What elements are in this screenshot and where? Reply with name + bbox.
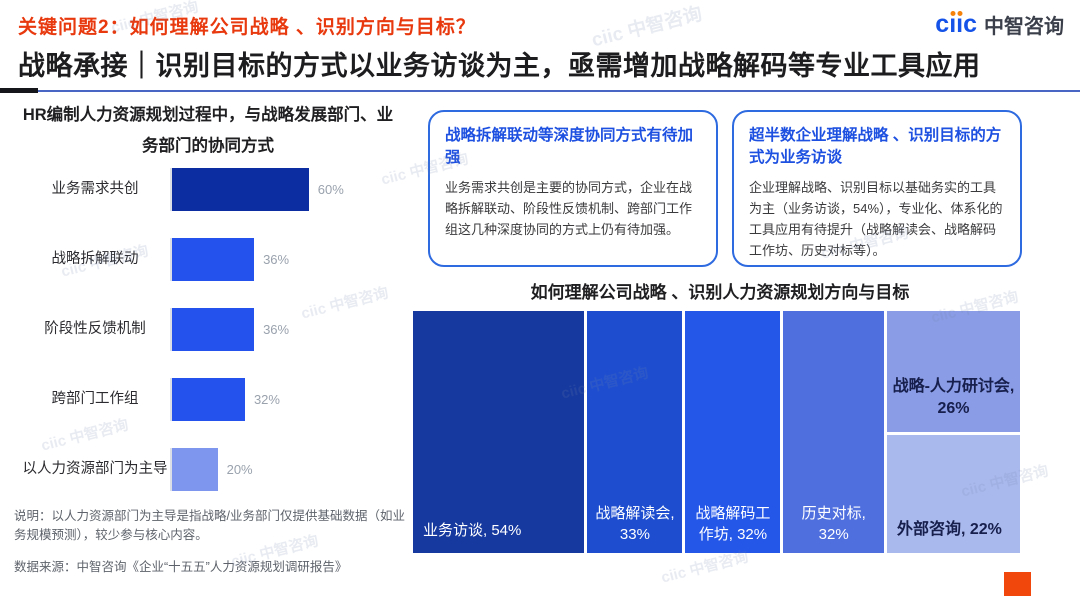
treemap-segment: 外部咨询, 22% [886,435,1021,553]
logo-company-name: 中智咨询 [984,16,1064,38]
bar-row: 阶段性反馈机制 36% [20,308,408,351]
treemap-segment-label: 业务访谈, 54% [423,522,522,539]
treemap-segment: 战略解读会, 33% [587,311,683,553]
header-divider-line [0,90,1080,92]
bar-value-label: 36% [263,322,290,337]
bar-chart: 业务需求共创 60% 战略拆解联动 36% 阶段性反馈机制 36% 跨部门工作组 32% 以人力… [20,168,408,518]
bar-fill [172,378,245,421]
treemap-segment-label: 历史对标, 32% [801,505,866,543]
page-title: 战略承接｜识别目标的方式以业务访谈为主，亟需增加战略解码等专业工具应用 [18,51,981,81]
treemap-last-column: 战略-人力研讨会, 26% 外部咨询, 22% [886,311,1021,553]
insight-box-body: 企业理解战略、识别目标以基础务实的工具为主（业务访谈，54%），专业化、体系化的… [749,179,1003,259]
treemap-title: 如何理解公司战略 、识别人力资源规划方向与目标 [530,283,910,302]
treemap-segment: 战略解码工作坊, 32% [685,311,781,553]
treemap-segment-label: 外部咨询, 22% [896,520,1002,538]
bar-fill [172,238,255,281]
bar-track: 36% [170,308,408,351]
bar-track: 36% [170,238,408,281]
insight-box-collaboration: 战略拆解联动等深度协同方式有待加强 业务需求共创是主要的协同方式，企业在战略拆解… [428,110,718,267]
bar-fill [172,168,309,211]
bar-chart-title: HR编制人力资源规划过程中，与战略发展部门、业务部门的协同方式 [22,106,394,155]
treemap-segment: 业务访谈, 54% [413,311,585,553]
bar-value-label: 60% [317,182,344,197]
data-source: 数据来源：中智咨询《企业“十五五”人力资源规划调研报告》 [14,560,348,574]
bar-row: 跨部门工作组 32% [20,378,408,421]
insight-box-title: 超半数企业理解战略 、识别目标的方式为业务访谈 [749,127,1002,167]
bar-value-label: 32% [253,392,280,407]
header-divider-accent [0,88,38,93]
insight-box-title: 战略拆解联动等深度协同方式有待加强 [445,127,694,167]
kicker-title: 关键问题2：如何理解公司战略 、识别方向与目标？ [18,17,476,38]
treemap-segment: 战略-人力研讨会, 26% [886,311,1021,433]
bar-value-label: 36% [263,252,290,267]
bar-row: 业务需求共创 60% [20,168,408,211]
bar-track: 20% [170,448,408,491]
bar-category-label: 战略拆解联动 [51,250,139,267]
bar-row: 战略拆解联动 36% [20,238,408,281]
page-accent-square [1004,572,1031,596]
chart-note: 说明：以人力资源部门为主导是指战略/业务部门仅提供基础数据（如业务规模预测），较… [14,509,405,542]
bar-track: 32% [170,378,408,421]
bar-category-label: 阶段性反馈机制 [44,320,146,337]
treemap-segment-label: 战略解码工作坊, 32% [695,505,771,543]
bar-category-label: 以人力资源部门为主导 [22,460,168,477]
insight-box-body: 业务需求共创是主要的协同方式，企业在战略拆解联动、阶段性反馈机制、跨部门工作组这… [445,179,693,238]
treemap-segment-label: 战略解读会, 33% [595,505,675,543]
treemap-segment: 历史对标, 32% [783,311,884,553]
bar-fill [172,448,218,491]
bar-track: 60% [170,168,408,211]
treemap-segment-label: 战略-人力研讨会, 26% [892,377,1015,417]
bar-category-label: 业务需求共创 [51,180,139,197]
bar-category-label: 跨部门工作组 [51,390,139,407]
bar-row: 以人力资源部门为主导 20% [20,448,408,491]
bar-value-label: 20% [226,462,253,477]
treemap-chart: 业务访谈, 54% 战略解读会, 33% 战略解码工作坊, 32% 历史对标, 32%… [413,311,1021,553]
bar-fill [172,308,255,351]
insight-box-interview: 超半数企业理解战略 、识别目标的方式为业务访谈 企业理解战略、识别目标以基础务实… [732,110,1022,267]
